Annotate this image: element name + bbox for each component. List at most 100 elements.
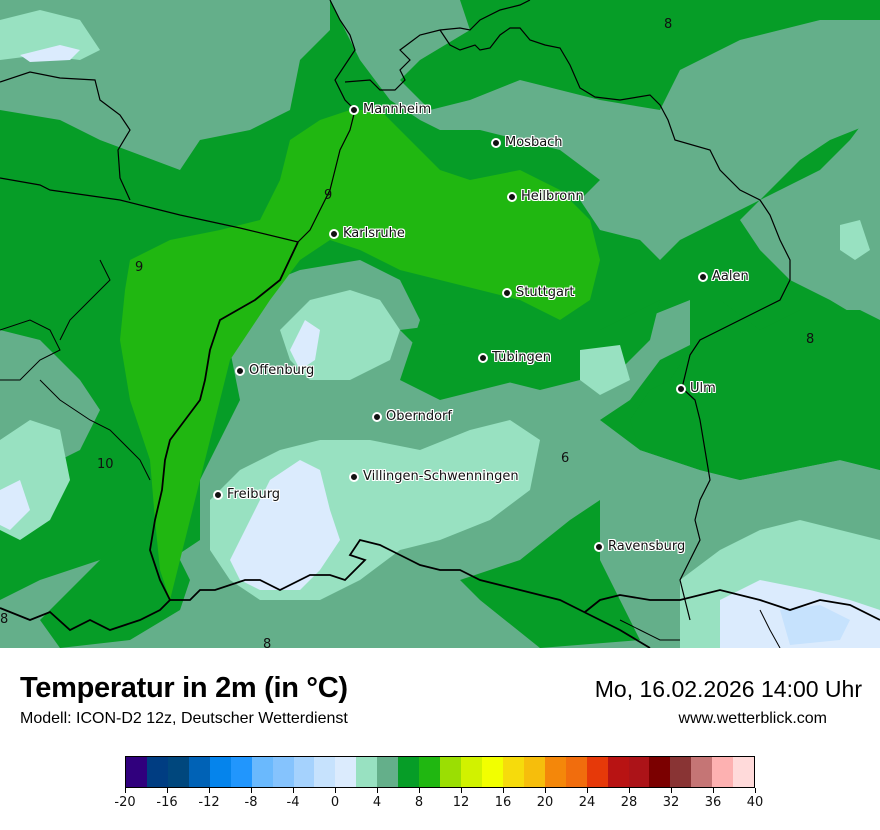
colorbar-tick	[292, 788, 294, 793]
city-marker: Karlsruhe	[329, 226, 405, 241]
temperature-map: Mannheim Mosbach Heilbronn Karlsruhe Aal…	[0, 0, 880, 648]
colorbar-segment	[230, 757, 252, 787]
colorbar-tick	[418, 788, 420, 793]
city-marker: Freiburg	[213, 487, 280, 502]
city-marker: Heilbronn	[507, 189, 584, 204]
colorbar-segment	[335, 757, 357, 787]
colorbar-tick-label: -8	[244, 795, 258, 810]
city-marker: Offenburg	[235, 363, 314, 378]
city-dot-icon	[676, 383, 686, 394]
city-marker: Mannheim	[349, 102, 431, 117]
colorbar-segment	[649, 757, 671, 787]
colorbar-tick-label: 16	[494, 795, 512, 810]
colorbar-segment	[607, 757, 629, 787]
colorbar-segment	[440, 757, 461, 787]
colorbar-tick	[712, 788, 714, 793]
city-dot-icon	[502, 287, 512, 298]
colorbar-tick-label: -12	[198, 795, 220, 810]
colorbar-segment	[461, 757, 482, 787]
colorbar-segment	[733, 757, 755, 787]
colorbar-tick	[670, 788, 672, 793]
temperature-field	[0, 0, 880, 648]
colorbar-tick	[628, 788, 630, 793]
colorbar-tick	[502, 788, 504, 793]
map-footer: Temperatur in 2m (in °C) Modell: ICON-D2…	[0, 648, 880, 830]
model-subtitle: Modell: ICON-D2 12z, Deutscher Wetterdie…	[20, 710, 348, 727]
colorbar-segment	[356, 757, 378, 787]
colorbar-tick	[754, 788, 756, 793]
city-dot-icon	[507, 191, 517, 202]
city-dot-icon	[372, 411, 382, 422]
city-marker: Oberndorf	[372, 409, 452, 424]
colorbar-tick-label: 24	[578, 795, 596, 810]
colorbar-ticks: -20 -16 -12 -8 -4 0 4 8 12 16 20 24 28 32 36 40	[114, 788, 763, 818]
colorbar-segment	[523, 757, 545, 787]
isoline-label: 8	[806, 332, 815, 347]
colorbar-segment	[628, 757, 650, 787]
city-marker: Tübingen	[478, 350, 551, 365]
colorbar-segment	[565, 757, 587, 787]
city-dot-icon	[491, 137, 501, 148]
city-marker: Ravensburg	[594, 539, 685, 554]
colorbar-segment	[481, 757, 503, 787]
colorbar-segment	[146, 757, 168, 787]
colorbar-tick-label: 28	[620, 795, 638, 810]
colorbar-tick	[208, 788, 210, 793]
colorbar-tick-label: 40	[746, 795, 764, 810]
city-marker: Stuttgart	[502, 285, 574, 300]
colorbar-segment	[126, 757, 147, 787]
colorbar-tick	[124, 788, 126, 793]
city-marker: Ulm	[676, 381, 716, 396]
colorbar-segment	[712, 757, 734, 787]
colorbar-tick	[334, 788, 336, 793]
city-dot-icon	[349, 471, 359, 482]
isoline-label: 8	[263, 637, 272, 648]
colorbar-segment	[398, 757, 420, 787]
colorbar-tick-label: 32	[662, 795, 680, 810]
colorbar-tick-label: 36	[704, 795, 722, 810]
valid-datetime: Mo, 16.02.2026 14:00 Uhr	[594, 676, 862, 702]
temperature-colorbar	[125, 756, 755, 788]
colorbar-tick	[586, 788, 588, 793]
colorbar-segment	[691, 757, 713, 787]
colorbar-segment	[251, 757, 273, 787]
colorbar-segment	[272, 757, 294, 787]
city-dot-icon	[478, 352, 488, 363]
colorbar-tick-label: 4	[372, 795, 382, 810]
city-dot-icon	[349, 104, 359, 115]
website-link[interactable]: www.wetterblick.com	[678, 710, 827, 727]
isoline-label: 10	[97, 457, 114, 472]
colorbar-segment	[502, 757, 524, 787]
colorbar-segment	[293, 757, 315, 787]
colorbar-segment	[586, 757, 608, 787]
city-marker: Mosbach	[491, 135, 563, 150]
isoline-label: 9	[135, 260, 144, 275]
city-dot-icon	[235, 365, 245, 376]
colorbar-segment	[167, 757, 189, 787]
colorbar-tick	[376, 788, 378, 793]
city-dot-icon	[698, 271, 708, 282]
isoline-label: 6	[561, 451, 570, 466]
isoline-label: 8	[0, 612, 9, 627]
city-dot-icon	[329, 228, 339, 239]
colorbar-tick-label: 20	[536, 795, 554, 810]
city-dot-icon	[213, 489, 223, 500]
colorbar-segment	[419, 757, 441, 787]
colorbar-tick	[166, 788, 168, 793]
colorbar-segment	[188, 757, 210, 787]
colorbar-segment	[670, 757, 692, 787]
isoline-label: 9	[324, 188, 333, 203]
colorbar-tick-label: 8	[414, 795, 424, 810]
city-marker: Villingen-Schwenningen	[349, 469, 519, 484]
colorbar-tick	[544, 788, 546, 793]
colorbar-tick-label: 0	[330, 795, 340, 810]
colorbar-tick	[460, 788, 462, 793]
city-dot-icon	[594, 541, 604, 552]
colorbar-segment	[377, 757, 399, 787]
colorbar-segment	[209, 757, 231, 787]
colorbar-tick-label: -16	[156, 795, 178, 810]
city-marker: Aalen	[698, 269, 749, 284]
colorbar-tick-label: -4	[286, 795, 300, 810]
colorbar-segment	[544, 757, 566, 787]
colorbar-tick-label: -20	[114, 795, 136, 810]
